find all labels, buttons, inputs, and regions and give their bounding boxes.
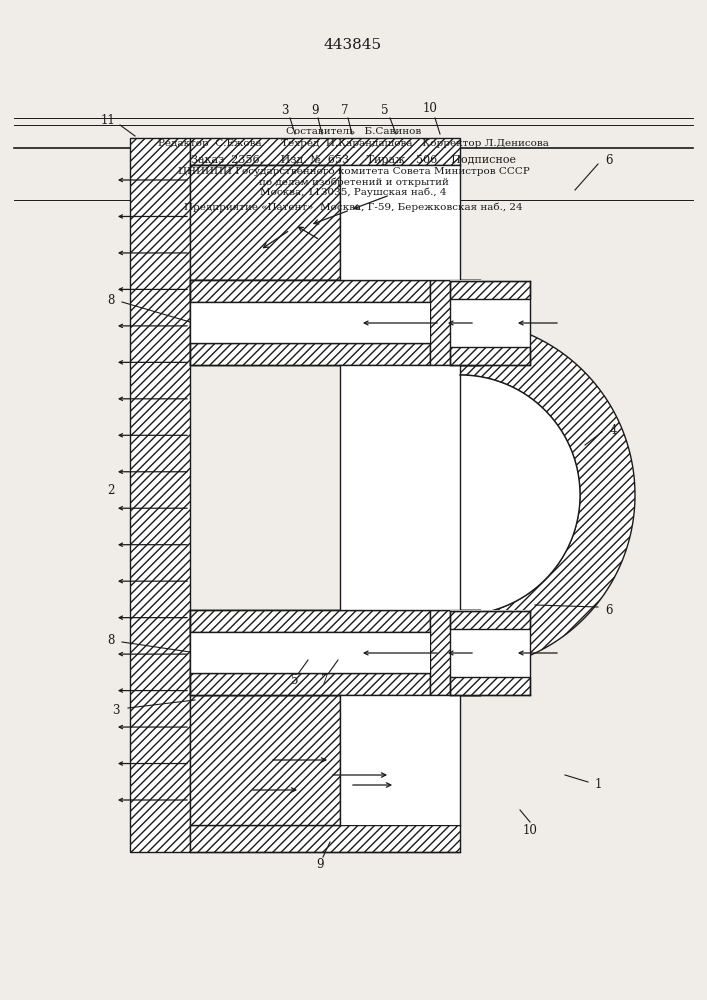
Bar [430, 610, 480, 695]
Text: Заказ  2356.     Изд. №  653     Тираж   506    Подписное: Заказ 2356. Изд. № 653 Тираж 506 Подписн… [191, 155, 516, 165]
Text: 3: 3 [112, 704, 120, 716]
Text: ЦНИИПИ Государственного комитета Совета Министров СССР: ЦНИИПИ Государственного комитета Совета … [177, 167, 530, 176]
Text: Предприятие «Патент», Москва, Г-59, Бережковская наб., 24: Предприятие «Патент», Москва, Г-59, Бере… [185, 202, 522, 212]
Bar [190, 673, 430, 695]
Text: 7: 7 [341, 104, 349, 116]
Bar [450, 281, 530, 299]
Bar [190, 280, 480, 365]
Bar [430, 280, 480, 365]
Bar [450, 280, 530, 365]
Text: 8: 8 [107, 294, 115, 306]
Bar [450, 347, 530, 365]
Text: 9: 9 [316, 858, 324, 871]
Text: 9: 9 [311, 104, 319, 116]
Bar [190, 343, 430, 365]
Text: 2: 2 [107, 484, 115, 496]
Text: Москва, 113035, Раушская наб., 4: Москва, 113035, Раушская наб., 4 [260, 187, 447, 197]
Bar [340, 695, 460, 825]
Bar [450, 677, 530, 695]
Text: 1: 1 [595, 778, 602, 792]
Text: 8: 8 [107, 634, 115, 647]
Bar [190, 695, 340, 825]
Text: 443845: 443845 [324, 38, 382, 52]
Text: 6: 6 [605, 603, 612, 616]
Text: 4: 4 [610, 424, 617, 436]
Text: 11: 11 [100, 113, 115, 126]
Bar [190, 280, 430, 302]
Text: 5: 5 [381, 104, 389, 116]
Bar [450, 610, 530, 695]
Text: 7: 7 [321, 674, 329, 686]
Bar [190, 165, 340, 280]
Text: Составитель   Б.Савинов: Составитель Б.Савинов [286, 127, 421, 136]
Text: по делам изобретений и открытий: по делам изобретений и открытий [259, 177, 448, 187]
Bar [190, 302, 430, 343]
Text: Редактор  С.Ежова      Техред  И.Карандашова   Корректор Л.Денисова: Редактор С.Ежова Техред И.Карандашова Ко… [158, 139, 549, 148]
Bar [340, 365, 460, 610]
Bar [190, 610, 480, 695]
Text: 5: 5 [291, 674, 299, 686]
Bar [340, 165, 460, 280]
Text: Фиг. 2: Фиг. 2 [559, 502, 601, 518]
Bar [130, 138, 190, 852]
Text: 10: 10 [522, 824, 537, 836]
Polygon shape [460, 138, 635, 852]
Text: 6: 6 [605, 153, 612, 166]
Text: 3: 3 [281, 104, 288, 116]
Bar [190, 610, 430, 632]
Bar [190, 825, 460, 852]
Text: 10: 10 [423, 102, 438, 114]
Polygon shape [460, 138, 580, 852]
Bar [190, 138, 460, 165]
Bar [190, 302, 430, 343]
Bar [450, 611, 530, 629]
Bar [190, 632, 430, 673]
